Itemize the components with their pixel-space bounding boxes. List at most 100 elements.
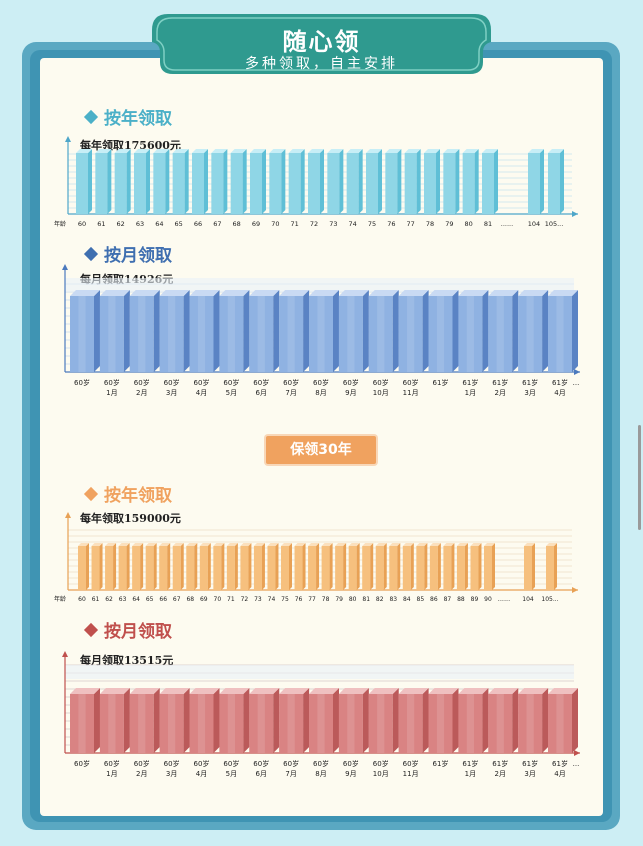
bar xyxy=(368,290,399,372)
bar xyxy=(321,543,333,590)
bar xyxy=(366,149,382,214)
tick-label: 63 xyxy=(136,220,144,228)
tick-label: 105... xyxy=(541,596,558,603)
bar xyxy=(518,688,549,753)
tick-label: 67 xyxy=(213,220,221,228)
bar xyxy=(309,290,339,372)
tick-label: 62 xyxy=(117,220,125,228)
tick-label-month: 10月 xyxy=(373,770,389,778)
bar xyxy=(129,290,160,372)
tick-label-month: 3月 xyxy=(166,389,177,397)
bar xyxy=(172,543,184,590)
bar xyxy=(70,290,100,372)
tick-label: 105... xyxy=(545,220,564,228)
bar xyxy=(404,149,421,214)
bar xyxy=(279,688,310,753)
tick-label: 82 xyxy=(376,596,384,603)
bar xyxy=(416,543,428,590)
tick-label: 61岁 xyxy=(462,378,478,387)
tick-label: 60岁 xyxy=(74,759,90,768)
tick-label: 75 xyxy=(281,596,289,603)
tick-label-month: 5月 xyxy=(226,389,237,397)
tick-label: 77 xyxy=(308,596,316,603)
tick-label: 60岁 xyxy=(104,378,120,387)
bar xyxy=(398,290,429,372)
section-annual-heading-1: 按年领取 xyxy=(83,104,172,129)
tick-label-month: 4月 xyxy=(196,389,207,397)
tick-label-month: 5月 xyxy=(226,770,237,778)
section-annual-heading-2: 按年领取 xyxy=(83,481,172,506)
tick-label: 89 xyxy=(471,596,479,603)
bar xyxy=(249,290,280,372)
bar xyxy=(346,149,363,214)
section-monthly-heading-1: 按月领取 xyxy=(83,241,172,266)
bar xyxy=(118,543,130,590)
tick-label: 61岁 xyxy=(462,759,478,768)
banner-title: 随心领 xyxy=(282,27,361,56)
tick-label: 65 xyxy=(146,596,154,603)
bar xyxy=(279,290,310,372)
bar xyxy=(99,688,130,753)
tick-label: 60岁 xyxy=(313,759,329,768)
tick-label-month: 7月 xyxy=(285,389,296,397)
bar xyxy=(528,149,544,214)
bar xyxy=(456,543,468,590)
tick-label: 71 xyxy=(291,220,299,228)
bar xyxy=(253,543,265,590)
tick-label: 74 xyxy=(268,596,276,603)
tick-label: 66 xyxy=(159,596,167,603)
bar xyxy=(91,543,103,590)
tick-label: 71 xyxy=(227,596,235,603)
grid-band xyxy=(65,665,574,679)
tick-label: 60岁 xyxy=(104,759,120,768)
tick-label-month: 2月 xyxy=(136,389,147,397)
tick-label-month: 4月 xyxy=(554,389,565,397)
y-axis-arrow xyxy=(62,264,68,270)
bar xyxy=(294,543,306,590)
scrollbar-thumb[interactable] xyxy=(638,425,641,530)
tick-label: 60岁 xyxy=(223,378,239,387)
tick-label-month: 3月 xyxy=(524,389,535,397)
tick-label-month: 4月 xyxy=(196,770,207,778)
tick-label: 60岁 xyxy=(74,378,90,387)
x-axis-label: 年龄 xyxy=(54,220,66,228)
grid-band xyxy=(65,278,574,292)
tick-label: 76 xyxy=(387,220,395,228)
tick-label: 104 xyxy=(522,596,534,603)
tick-label: 67 xyxy=(173,596,181,603)
bar xyxy=(153,149,170,214)
tick-label: 60岁 xyxy=(164,759,180,768)
bar xyxy=(267,543,279,590)
bar xyxy=(114,149,131,214)
tick-label: 60岁 xyxy=(403,378,419,387)
tick-label: 81 xyxy=(484,220,492,228)
bar xyxy=(389,543,401,590)
tick-label: 104 xyxy=(528,220,540,228)
bar xyxy=(428,688,459,753)
bar xyxy=(281,543,292,590)
bar xyxy=(159,688,190,753)
tick-label: 81 xyxy=(362,596,370,603)
tick-label-month: 1月 xyxy=(106,389,117,397)
tick-label: 79 xyxy=(335,596,343,603)
tick-label: 61岁 xyxy=(552,759,568,768)
bar xyxy=(226,543,238,590)
tick-label-month: 2月 xyxy=(495,389,506,397)
tick-label: 78 xyxy=(322,596,330,603)
bar xyxy=(548,149,564,214)
bar xyxy=(424,149,440,214)
tick-label-month: 1月 xyxy=(465,770,476,778)
tick-label: 61岁 xyxy=(522,759,538,768)
bar xyxy=(76,149,92,214)
bar xyxy=(524,543,535,590)
bar xyxy=(362,543,374,590)
tick-label: 84 xyxy=(403,596,411,603)
tick-label: 72 xyxy=(241,596,249,603)
bar xyxy=(134,149,150,214)
tick-label: 69 xyxy=(252,220,260,228)
bar xyxy=(443,149,460,214)
tick-label: 60岁 xyxy=(134,759,150,768)
tick-label: 86 xyxy=(430,596,438,603)
bar xyxy=(518,290,549,372)
